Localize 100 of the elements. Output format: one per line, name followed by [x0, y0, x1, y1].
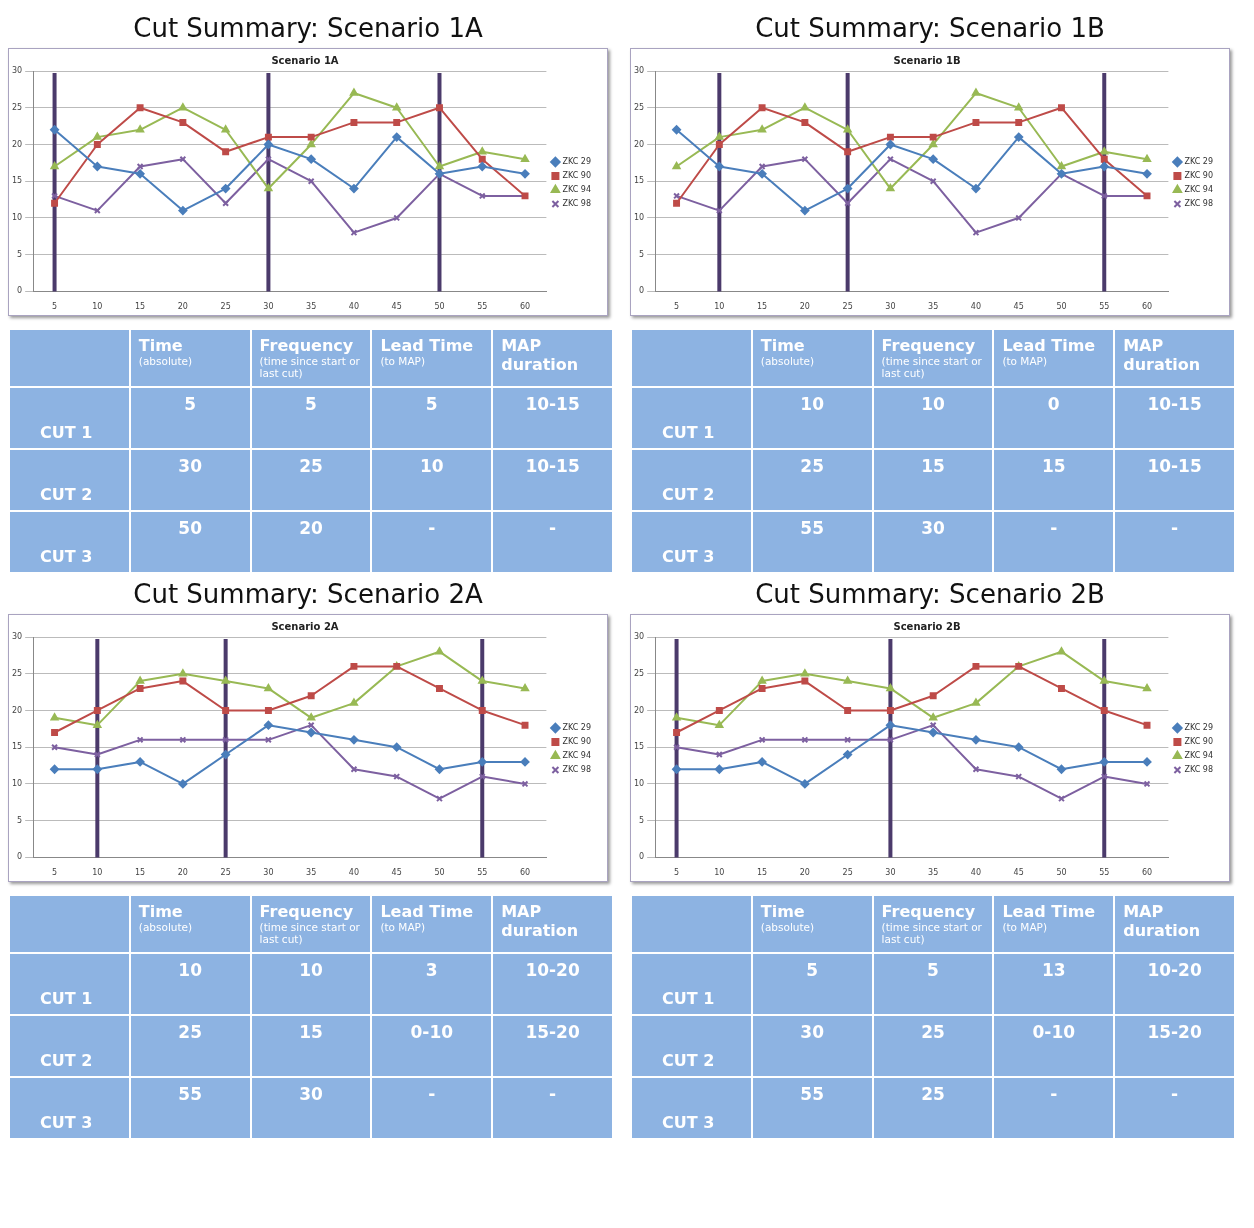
- category-label: CUT 2: [662, 1051, 715, 1070]
- x-tick-label: 20: [799, 302, 810, 312]
- x-tick-label: 30: [885, 302, 896, 312]
- text: -: [549, 518, 557, 538]
- text: 5: [425, 394, 438, 414]
- x-tick-label: 30: [263, 302, 274, 312]
- text: -: [428, 1084, 436, 1104]
- y-tick-label: 5: [639, 249, 645, 259]
- x-tick-label: 35: [928, 302, 939, 312]
- text: 15: [921, 456, 945, 476]
- category-label: CUT 1: [40, 423, 93, 442]
- legend-label: ZKC 98: [562, 199, 592, 209]
- category-label: CUT 3: [40, 547, 93, 566]
- category-label: Time (absolute): [138, 902, 194, 933]
- y-tick-label: 25: [633, 668, 645, 678]
- chart-subtitle: Scenario 2B: [893, 620, 961, 632]
- category-label: MAP duration: [1123, 902, 1202, 940]
- text: 25: [299, 456, 323, 476]
- x-tick-label: 30: [885, 868, 896, 878]
- y-tick-label: 0: [17, 286, 23, 296]
- x-tick-label: 20: [177, 868, 188, 878]
- x-tick-label: 55: [477, 868, 488, 878]
- y-tick-label: 25: [633, 102, 645, 112]
- category-label: Frequency (time since start or last cut): [259, 336, 361, 379]
- chart-title: Cut Summary: Scenario 1A: [132, 12, 484, 45]
- y-tick-label: 15: [11, 176, 23, 186]
- text: 30: [299, 1084, 323, 1104]
- x-tick-label: 50: [1056, 868, 1067, 878]
- legend-label: ZKC 94: [1184, 751, 1214, 761]
- y-tick-label: 10: [633, 779, 645, 789]
- category-label: CUT 1: [40, 989, 93, 1008]
- text: 10-20: [1147, 960, 1202, 980]
- text: 10: [800, 394, 825, 414]
- category-label: Frequency (time since start or last cut): [259, 902, 361, 945]
- x-tick-label: 10: [92, 302, 103, 312]
- chart-subtitle: Scenario 1B: [893, 54, 961, 66]
- y-tick-label: 10: [633, 213, 645, 223]
- category-label: MAP duration: [501, 336, 580, 374]
- x-tick-label: 55: [1099, 302, 1110, 312]
- x-tick-label: 25: [220, 868, 231, 878]
- x-tick-label: 25: [220, 302, 231, 312]
- x-tick-label: 20: [799, 868, 810, 878]
- text: 55: [800, 1084, 825, 1104]
- x-tick-label: 45: [1013, 302, 1024, 312]
- y-tick-label: 30: [633, 632, 645, 642]
- category-label: CUT 2: [40, 485, 93, 504]
- text: 20: [299, 518, 323, 538]
- category-label: Time (absolute): [760, 902, 816, 933]
- category-label: Lead Time (to MAP): [380, 336, 475, 367]
- x-tick-label: 35: [306, 302, 317, 312]
- x-tick-label: 5: [674, 868, 680, 878]
- text: 25: [178, 1022, 203, 1042]
- x-tick-label: 40: [970, 868, 982, 878]
- text: 5: [806, 960, 819, 980]
- y-tick-label: 20: [11, 705, 23, 715]
- x-tick-label: 60: [1141, 868, 1153, 878]
- text: 5: [184, 394, 197, 414]
- x-tick-label: 60: [1141, 302, 1153, 312]
- x-tick-label: 10: [92, 868, 103, 878]
- legend-label: ZKC 98: [562, 765, 592, 775]
- legend-label: ZKC 29: [1184, 157, 1214, 167]
- legend-label: ZKC 29: [562, 157, 592, 167]
- category-label: CUT 3: [662, 1113, 715, 1132]
- x-tick-label: 35: [306, 868, 317, 878]
- y-tick-label: 5: [17, 815, 23, 825]
- category-label: Frequency (time since start or last cut): [881, 336, 983, 379]
- text: -: [1050, 518, 1058, 538]
- category-label: Lead Time (to MAP): [1002, 902, 1097, 933]
- y-tick-label: 25: [11, 102, 23, 112]
- text: 10-20: [525, 960, 580, 980]
- text: 10: [299, 960, 323, 980]
- text: 0: [1047, 394, 1060, 414]
- x-tick-label: 15: [135, 868, 146, 878]
- y-tick-label: 10: [11, 213, 23, 223]
- text: 15: [1041, 456, 1066, 476]
- category-label: Frequency (time since start or last cut): [881, 902, 983, 945]
- y-tick-label: 10: [11, 779, 23, 789]
- category-label: CUT 2: [40, 1051, 93, 1070]
- category-label: Lead Time (to MAP): [380, 902, 475, 933]
- x-tick-label: 50: [434, 868, 445, 878]
- y-tick-label: 15: [633, 742, 645, 752]
- y-tick-label: 20: [633, 705, 645, 715]
- x-tick-label: 25: [842, 868, 853, 878]
- category-label: CUT 1: [662, 423, 715, 442]
- y-tick-label: 20: [633, 139, 645, 149]
- x-tick-label: 5: [674, 302, 680, 312]
- y-tick-label: 15: [11, 742, 23, 752]
- x-tick-label: 45: [391, 868, 402, 878]
- category-label: CUT 2: [662, 485, 715, 504]
- text: 3: [425, 960, 438, 980]
- text: 25: [921, 1022, 945, 1042]
- category-label: Lead Time (to MAP): [1002, 336, 1097, 367]
- text: -: [1171, 1084, 1179, 1104]
- text: 50: [178, 518, 203, 538]
- y-tick-label: 5: [17, 249, 23, 259]
- category-label: Time (absolute): [138, 336, 194, 367]
- legend-label: ZKC 94: [562, 751, 592, 761]
- text: 15-20: [525, 1022, 580, 1042]
- text: 30: [178, 456, 203, 476]
- chart-title: Cut Summary: Scenario 1B: [754, 12, 1106, 45]
